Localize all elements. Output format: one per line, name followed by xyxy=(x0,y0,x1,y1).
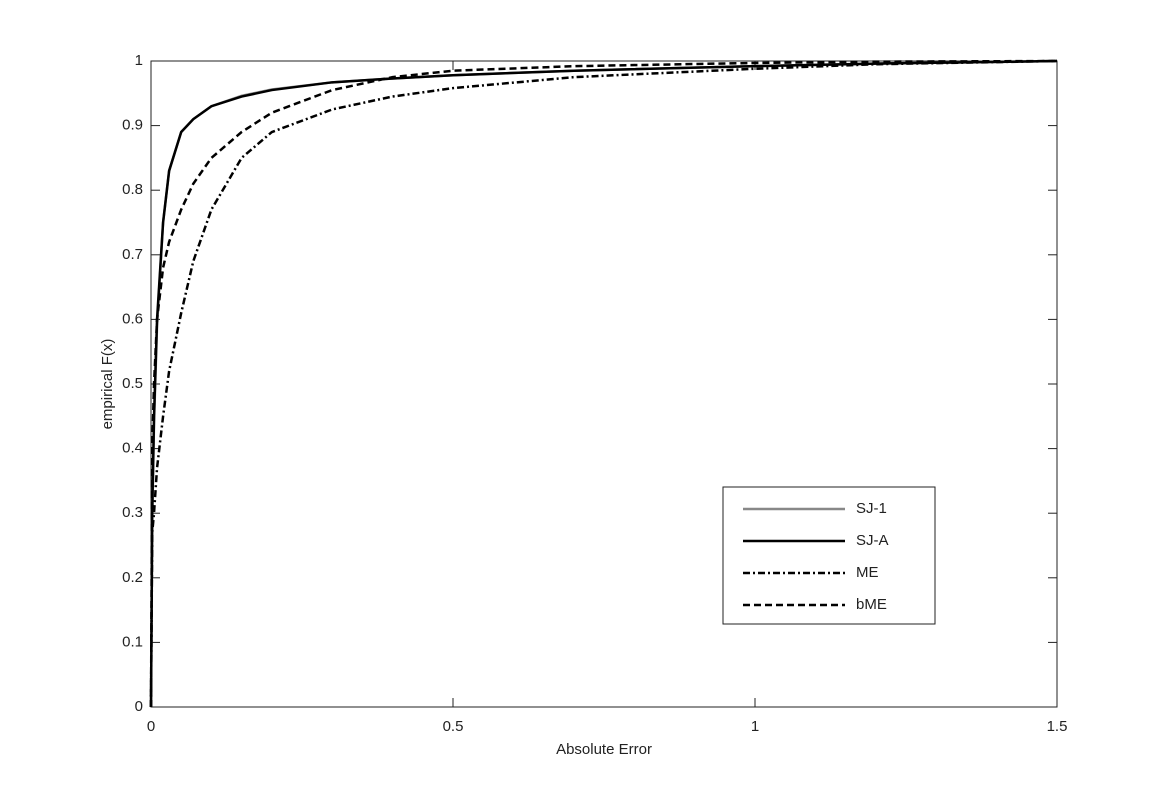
y-tick-label: 0.2 xyxy=(122,569,143,586)
x-tick-label: 0 xyxy=(147,718,155,735)
series-line xyxy=(149,59,1058,708)
x-tick-label: 0.5 xyxy=(443,718,464,735)
y-tick-label: 0.4 xyxy=(122,440,143,457)
y-tick-label: 0 xyxy=(135,698,143,715)
y-tick-label: 0.9 xyxy=(122,117,143,134)
y-tick-label: 0.8 xyxy=(122,181,143,198)
legend-label: SJ-A xyxy=(856,532,889,549)
y-tick-label: 0.7 xyxy=(122,246,143,263)
legend-label: bME xyxy=(856,596,887,613)
y-axis-label: empirical F(x) xyxy=(99,339,116,430)
x-axis-label: Absolute Error xyxy=(556,741,652,758)
legend-label: ME xyxy=(856,564,879,581)
y-tick-label: 1 xyxy=(135,52,143,69)
y-tick-label: 0.6 xyxy=(122,310,143,327)
series-line xyxy=(149,59,1058,708)
y-tick-label: 0.3 xyxy=(122,504,143,521)
series-line xyxy=(149,59,1058,708)
y-tick-label: 0.5 xyxy=(122,375,143,392)
legend-label: SJ-1 xyxy=(856,500,887,517)
y-tick-label: 0.1 xyxy=(122,633,143,650)
x-tick-label: 1.5 xyxy=(1047,718,1068,735)
x-tick-label: 1 xyxy=(751,718,759,735)
legend-box xyxy=(722,486,936,625)
